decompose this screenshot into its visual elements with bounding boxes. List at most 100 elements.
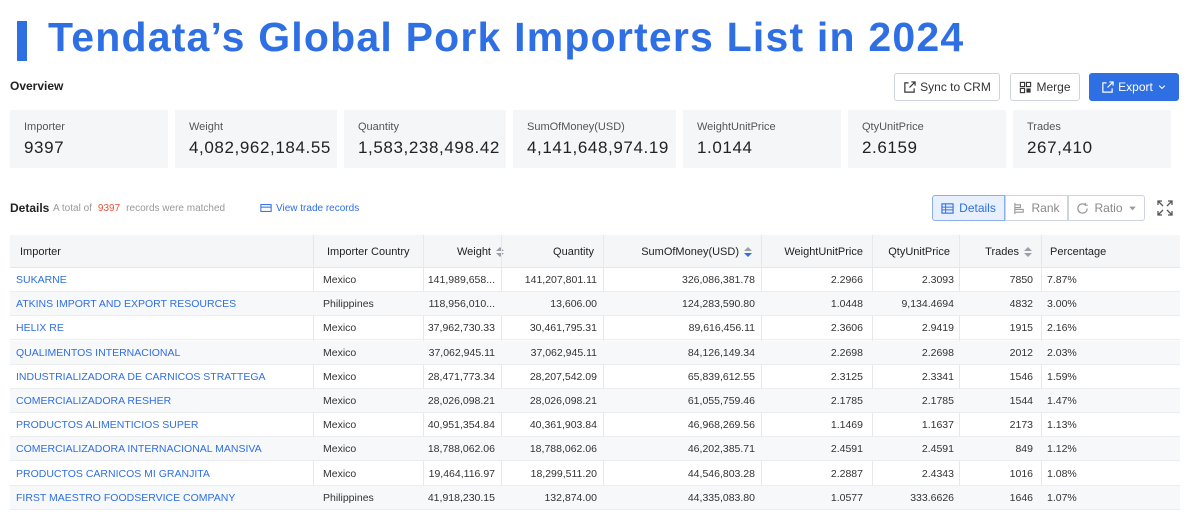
export-button[interactable]: Export (1089, 73, 1179, 101)
stat-label: Quantity (358, 121, 399, 133)
header-sum-of-money-label: SumOfMoney(USD) (641, 245, 739, 258)
cell-importer[interactable]: PRODUCTOS CARNICOS MI GRANJITA (16, 467, 210, 480)
header-sum-of-money[interactable]: SumOfMoney(USD) (604, 235, 752, 268)
export-label: Export (1118, 80, 1153, 94)
sync-to-crm-label: Sync to CRM (920, 80, 991, 94)
cell-country: Mexico (323, 395, 357, 407)
rank-icon (1014, 202, 1025, 214)
tab-ratio[interactable]: Ratio (1068, 195, 1145, 221)
cell-trades: 849 (1015, 443, 1033, 456)
cell-trades: 1544 (1009, 395, 1033, 407)
cell-country: Philippines (323, 298, 374, 311)
column-divider (603, 235, 604, 510)
header-weight-unit-price[interactable]: WeightUnitPrice (784, 245, 863, 258)
cell-percentage: 1.59% (1047, 370, 1077, 383)
stat-value: 267,410 (1027, 138, 1093, 157)
cell-importer[interactable]: ATKINS IMPORT AND EXPORT RESOURCES (16, 298, 237, 311)
cell-weight-unit-price: 2.2698 (830, 346, 863, 359)
details-toolbar: Details A total of 9397 records were match… (10, 199, 1180, 219)
cell-percentage: 1.12% (1047, 443, 1077, 456)
cell-weight-unit-price: 1.0577 (830, 491, 863, 504)
overview-label: Overview (10, 79, 64, 93)
ratio-icon (1077, 202, 1089, 214)
cell-importer[interactable]: COMERCIALIZADORA RESHER (16, 395, 172, 407)
stat-value: 1,583,238,498.42 (358, 138, 500, 157)
stat-card-importer: Importer 9397 (10, 110, 168, 168)
cell-weight-unit-price: 2.2966 (830, 274, 863, 286)
cell-importer[interactable]: SUKARNE (16, 274, 67, 286)
stat-card-trades: Trades 267,410 (1013, 110, 1171, 168)
cell-percentage: 1.13% (1047, 419, 1077, 432)
cell-importer[interactable]: QUALIMENTOS INTERNACIONAL (16, 346, 181, 359)
table-row: COMERCIALIZADORA INTERNACIONAL MANSIVA Me… (10, 437, 1180, 462)
cell-importer[interactable]: PRODUCTOS ALIMENTICIOS SUPER (16, 419, 199, 432)
cell-sum-of-money: 44,335,083.80 (687, 491, 755, 504)
stat-label: SumOfMoney(USD) (527, 121, 625, 133)
table-row: HELIX RE Mexico 37,962,730.33 30,461,795.31… (10, 316, 1180, 341)
sort-icon (496, 246, 504, 257)
header-trades[interactable]: Trades (960, 235, 1032, 268)
cell-weight: 40,951,354.84 (427, 419, 495, 432)
cell-quantity: 18,788,062.06 (529, 443, 597, 456)
cell-importer[interactable]: INDUSTRIALIZADORA DE CARNICOS STRATTEGA (16, 370, 266, 383)
column-divider (313, 235, 314, 510)
header-importer: Importer (20, 245, 61, 258)
records-matched-text: A total of 9397 records were matched (53, 203, 225, 214)
sort-desc-icon (744, 246, 752, 257)
stat-label: Importer (24, 121, 65, 133)
cell-importer[interactable]: COMERCIALIZADORA INTERNACIONAL MANSIVA (16, 443, 262, 456)
fullscreen-icon[interactable] (1157, 200, 1173, 216)
cell-sum-of-money: 46,202,385.71 (687, 443, 755, 456)
table-row: COMERCIALIZADORA RESHER Mexico 28,026,098.… (10, 389, 1180, 413)
header-quantity[interactable]: Quantity (553, 245, 594, 258)
sync-to-crm-button[interactable]: Sync to CRM (894, 73, 1000, 101)
cell-weight: 37,962,730.33 (427, 322, 495, 335)
cell-trades: 2173 (1009, 419, 1033, 432)
stat-card-quantity: Quantity 1,583,238,498.42 (344, 110, 506, 168)
cell-trades: 1915 (1009, 322, 1033, 335)
view-trade-records-label: View trade records (276, 202, 360, 214)
cell-percentage: 1.07% (1047, 491, 1077, 504)
cell-country: Mexico (323, 274, 357, 286)
cell-weight-unit-price: 1.1469 (830, 419, 863, 432)
tab-details-label: Details (959, 201, 996, 215)
cell-weight: 41,918,230.15 (427, 491, 495, 504)
cell-percentage: 2.03% (1047, 346, 1077, 359)
cell-weight-unit-price: 2.3606 (830, 322, 863, 335)
header-weight[interactable]: Weight (424, 235, 504, 268)
header-qty-unit-price[interactable]: QtyUnitPrice (888, 245, 950, 258)
cell-weight-unit-price: 2.1785 (830, 395, 863, 407)
cell-importer[interactable]: FIRST MAESTRO FOODSERVICE COMPANY (16, 491, 236, 504)
column-divider (761, 235, 762, 510)
stat-card-sum-of-money: SumOfMoney(USD) 4,141,648,974.19 (513, 110, 676, 168)
tab-details[interactable]: Details (932, 195, 1005, 221)
cell-country: Mexico (323, 467, 357, 480)
cell-weight: 28,026,098.21 (427, 395, 495, 407)
merge-button[interactable]: Merge (1010, 73, 1080, 101)
cell-quantity: 37,062,945.11 (530, 346, 597, 359)
cell-qty-unit-price: 2.4591 (921, 443, 954, 456)
view-trade-records-link[interactable]: View trade records (260, 202, 359, 214)
cell-sum-of-money: 84,126,149.34 (687, 346, 755, 359)
cell-percentage: 1.08% (1047, 467, 1077, 480)
tab-rank[interactable]: Rank (1005, 195, 1068, 221)
banner: Tendata’s Global Pork Importers List in … (0, 0, 1190, 78)
column-divider (872, 235, 873, 510)
cell-qty-unit-price: 9,134.4694 (901, 298, 954, 311)
table-row: FIRST MAESTRO FOODSERVICE COMPANY Philipp… (10, 485, 1180, 510)
cell-qty-unit-price: 2.4343 (921, 467, 954, 480)
chevron-down-icon (1158, 85, 1166, 90)
details-title: Details (10, 201, 50, 215)
stat-card-weight: Weight 4,082,962,184.55 (175, 110, 337, 168)
cell-percentage: 2.16% (1047, 322, 1077, 335)
cell-qty-unit-price: 2.3093 (921, 274, 954, 286)
cell-quantity: 40,361,903.84 (529, 419, 597, 432)
cell-trades: 1646 (1009, 491, 1033, 504)
cell-quantity: 18,299,511.20 (530, 467, 597, 480)
cell-quantity: 30,461,795.31 (529, 322, 597, 335)
cell-importer[interactable]: HELIX RE (16, 322, 64, 335)
cell-quantity: 28,207,542.09 (529, 370, 597, 383)
cell-trades: 1546 (1009, 370, 1033, 383)
stat-label: Trades (1027, 121, 1061, 133)
tab-rank-label: Rank (1031, 201, 1060, 215)
